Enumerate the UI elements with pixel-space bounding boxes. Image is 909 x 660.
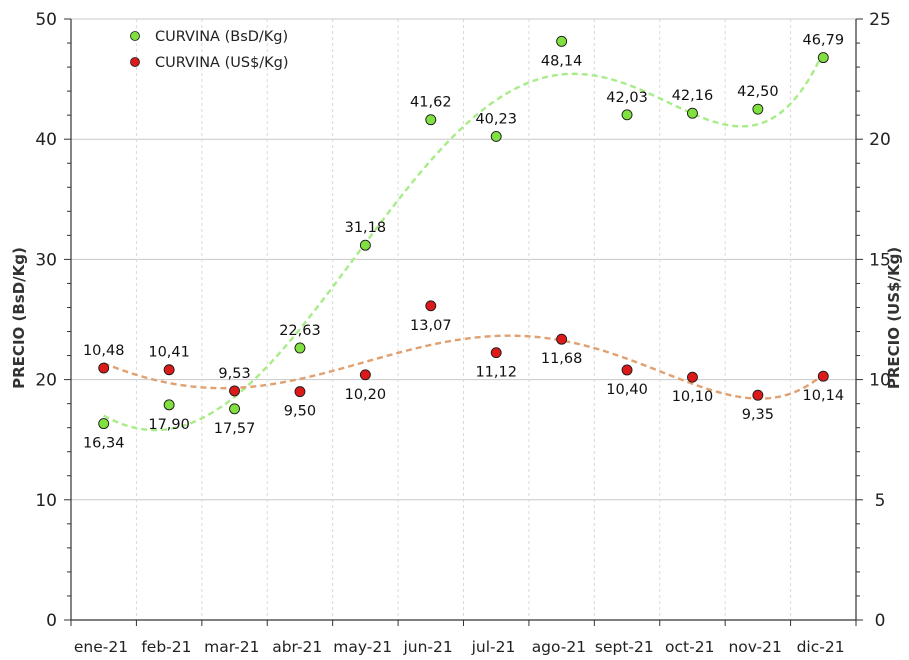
data-label-usd: 11,68 <box>541 351 583 367</box>
data-label-usd: 10,41 <box>148 345 190 361</box>
data-label-usd: 9,50 <box>284 404 316 420</box>
right-tick-label: 15 <box>869 250 891 270</box>
left-axis-title: PRECIO (BsD/Kg) <box>10 247 28 389</box>
data-label-usd: 13,07 <box>410 318 452 334</box>
left-tick-label: 20 <box>35 371 57 391</box>
data-label-usd: 10,48 <box>83 343 125 359</box>
x-axis-ticks: ene-21 feb-21 mar-21 abr-21 may-21 jun-21 jul-… <box>74 638 845 656</box>
point-bsd <box>359 239 371 251</box>
point-usd <box>229 385 240 397</box>
x-tick-label: feb-21 <box>141 638 191 656</box>
point-bsd <box>687 107 698 119</box>
right-axis-ticks: 0 5 10 15 20 25 <box>869 10 891 631</box>
left-tick-label: 10 <box>35 491 57 511</box>
x-tick-label: ago-21 <box>532 638 586 656</box>
point-bsd <box>621 109 633 121</box>
data-labels: 16,34 17,90 17,57 22,63 31,18 41,62 40,23 48,14… <box>83 33 844 452</box>
x-tick-label: mar-21 <box>204 638 259 656</box>
legend: CURVINA (BsD/Kg) CURVINA (US$/Kg) <box>130 29 289 71</box>
data-label-usd: 11,12 <box>475 365 517 381</box>
point-usd <box>163 364 175 376</box>
point-usd <box>556 333 568 345</box>
trendline-usd <box>103 334 825 400</box>
x-tick-label: abr-21 <box>272 638 322 656</box>
gridlines <box>71 18 856 620</box>
data-label-usd: 10,14 <box>803 388 845 404</box>
data-label-usd: 9,53 <box>218 366 250 382</box>
x-tick-label: oct-21 <box>665 638 714 656</box>
data-label-bsd: 40,23 <box>475 111 517 127</box>
legend-label-bsd: CURVINA (BsD/Kg) <box>155 29 288 45</box>
point-bsd <box>752 103 764 115</box>
data-label-bsd: 17,57 <box>214 421 256 437</box>
data-label-bsd: 16,34 <box>83 436 125 452</box>
data-label-usd: 10,20 <box>345 387 387 403</box>
point-bsd <box>294 342 306 354</box>
right-axis-title: PRECIO (US$/Kg) <box>885 247 903 389</box>
point-bsd <box>490 130 502 142</box>
point-bsd <box>98 418 110 430</box>
data-label-usd: 10,10 <box>672 389 714 405</box>
point-usd <box>752 389 764 401</box>
x-tick-label: nov-21 <box>728 638 781 656</box>
right-tick-label: 10 <box>869 371 891 391</box>
data-label-bsd: 42,16 <box>672 88 714 104</box>
x-tick-label: may-21 <box>333 638 392 656</box>
left-axis-ticks: 0 10 20 30 40 50 <box>35 10 57 631</box>
left-tick-label: 50 <box>35 10 57 30</box>
data-label-bsd: 31,18 <box>345 220 387 236</box>
legend-marker-bsd <box>130 31 140 41</box>
point-usd <box>294 386 306 398</box>
left-tick-label: 0 <box>46 611 57 631</box>
x-tick-label: ene-21 <box>74 638 128 656</box>
data-label-bsd: 41,62 <box>410 95 452 111</box>
axes <box>64 18 863 626</box>
point-usd <box>425 300 437 312</box>
x-tick-label: jun-21 <box>402 638 452 656</box>
point-bsd <box>229 403 240 415</box>
point-bsd <box>556 35 568 47</box>
data-label-bsd: 42,03 <box>606 90 648 106</box>
point-usd <box>621 364 633 376</box>
point-usd <box>490 347 502 359</box>
point-usd <box>817 370 829 382</box>
point-bsd <box>817 52 829 64</box>
data-label-usd: 10,40 <box>606 382 648 398</box>
right-tick-label: 25 <box>869 10 891 30</box>
legend-marker-usd <box>130 57 140 67</box>
x-tick-label: jul-21 <box>471 638 516 656</box>
legend-label-usd: CURVINA (US$/Kg) <box>155 55 289 71</box>
data-label-usd: 9,35 <box>742 407 774 423</box>
point-usd <box>98 362 110 374</box>
right-tick-label: 0 <box>875 611 886 631</box>
data-label-bsd: 48,14 <box>541 53 583 69</box>
data-label-bsd: 42,50 <box>737 84 779 100</box>
right-tick-label: 5 <box>875 491 886 511</box>
data-label-bsd: 22,63 <box>279 323 321 339</box>
point-bsd <box>163 399 175 411</box>
point-usd <box>687 371 698 383</box>
left-tick-label: 40 <box>35 130 57 150</box>
data-label-bsd: 17,90 <box>148 417 190 433</box>
x-tick-label: dic-21 <box>797 638 845 656</box>
trendline-bsd <box>103 51 825 432</box>
right-tick-label: 20 <box>869 130 891 150</box>
point-usd <box>359 369 371 381</box>
point-bsd <box>425 114 437 126</box>
data-label-bsd: 46,79 <box>803 33 845 49</box>
x-tick-label: sept-21 <box>595 638 654 656</box>
data-points <box>98 35 829 430</box>
trendlines <box>103 51 825 432</box>
left-tick-label: 30 <box>35 250 57 270</box>
